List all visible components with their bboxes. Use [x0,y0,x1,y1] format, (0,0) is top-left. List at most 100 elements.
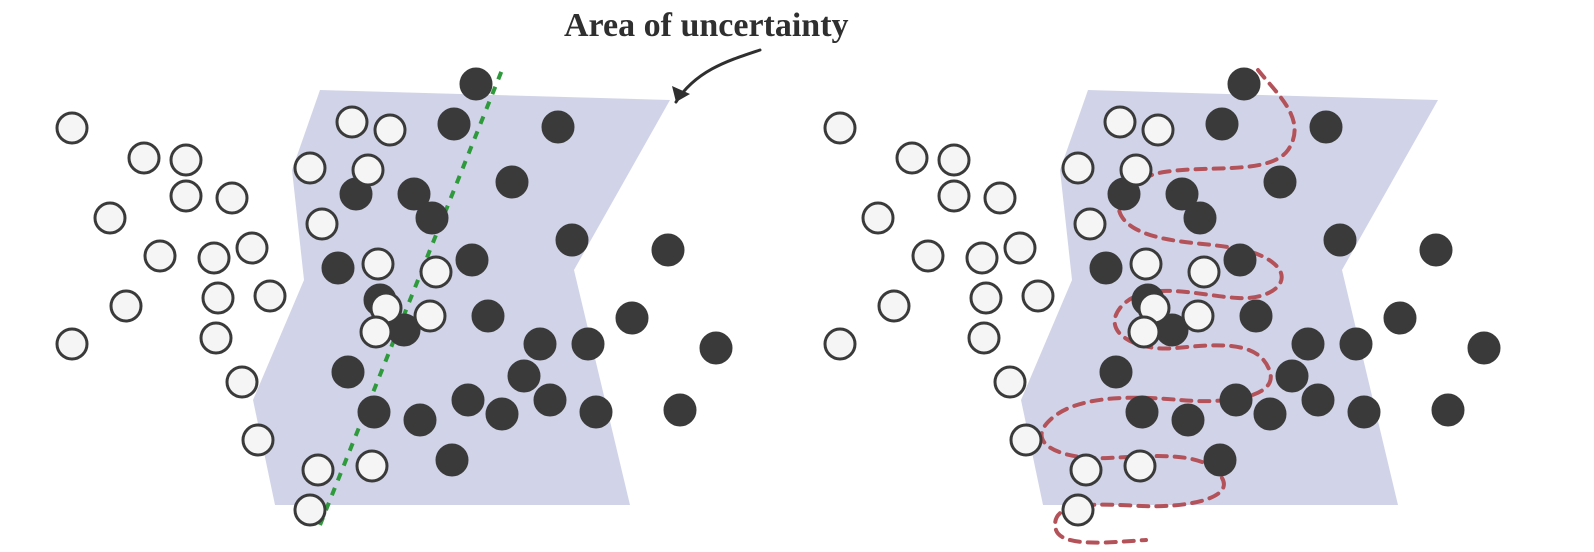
data-point-white [415,301,445,331]
data-point-white [939,145,969,175]
data-point-dark [1421,235,1451,265]
data-point-dark [461,69,491,99]
data-point-white [825,329,855,359]
data-point-white [227,367,257,397]
data-point-dark [1265,167,1295,197]
data-point-dark [1241,301,1271,331]
data-point-white [171,145,201,175]
data-point-dark [573,329,603,359]
data-point-white [1063,495,1093,525]
data-point-white [199,243,229,273]
data-point-dark [1185,203,1215,233]
data-point-dark [543,112,573,142]
data-point-dark [405,405,435,435]
data-point-dark [487,399,517,429]
figure-svg: Area of uncertainty [0,0,1594,552]
data-point-white [217,183,247,213]
data-point-white [129,143,159,173]
data-point-white [1189,257,1219,287]
data-point-white [357,451,387,481]
data-point-dark [497,167,527,197]
data-point-dark [323,253,353,283]
data-point-white [897,143,927,173]
data-point-white [237,233,267,263]
data-point-white [1075,209,1105,239]
data-point-dark [525,329,555,359]
data-point-dark [1091,253,1121,283]
annotation-label: Area of uncertainty [564,7,849,44]
data-point-white [145,241,175,271]
data-point-white [1023,281,1053,311]
data-point-dark [509,361,539,391]
data-point-dark [1101,357,1131,387]
data-point-dark [359,397,389,427]
data-point-white [111,291,141,321]
data-point-dark [1311,112,1341,142]
panel [57,69,731,525]
data-point-dark [1341,329,1371,359]
data-point-dark [665,395,695,425]
data-point-dark [535,385,565,415]
data-point-dark [1277,361,1307,391]
data-point-white [1183,301,1213,331]
data-point-white [303,455,333,485]
data-point-dark [453,385,483,415]
data-point-dark [701,333,731,363]
data-point-white [361,317,391,347]
data-point-dark [1207,109,1237,139]
data-point-white [363,249,393,279]
data-point-dark [581,397,611,427]
data-point-white [307,209,337,239]
data-point-dark [1325,225,1355,255]
data-point-white [375,115,405,145]
data-point-dark [1385,303,1415,333]
data-point-white [57,113,87,143]
data-point-dark [417,203,447,233]
data-point-dark [473,301,503,331]
classification-figure: Area of uncertainty [0,0,1594,552]
data-point-white [95,203,125,233]
data-point-white [995,367,1025,397]
data-point-dark [1349,397,1379,427]
data-point-white [1063,153,1093,183]
data-point-white [201,323,231,353]
data-point-white [879,291,909,321]
data-point-white [1129,317,1159,347]
data-point-dark [1173,405,1203,435]
data-point-white [295,495,325,525]
data-point-white [337,107,367,137]
data-point-white [967,243,997,273]
data-point-dark [1469,333,1499,363]
data-point-white [1121,155,1151,185]
data-point-dark [437,445,467,475]
data-point-white [421,257,451,287]
data-point-dark [1127,397,1157,427]
data-point-white [971,283,1001,313]
data-point-white [295,153,325,183]
data-point-white [985,183,1015,213]
data-point-dark [1303,385,1333,415]
data-point-dark [557,225,587,255]
data-point-dark [1225,245,1255,275]
data-point-dark [1293,329,1323,359]
data-point-white [1005,233,1035,263]
data-point-dark [653,235,683,265]
uncertainty-region [253,90,670,505]
data-point-dark [333,357,363,387]
data-point-dark [1255,399,1285,429]
data-point-white [255,281,285,311]
data-point-white [353,155,383,185]
panel [825,69,1499,543]
data-point-white [1131,249,1161,279]
data-point-white [1011,425,1041,455]
data-point-white [913,241,943,271]
data-point-dark [1221,385,1251,415]
data-point-white [1105,107,1135,137]
data-point-white [969,323,999,353]
data-point-white [1125,451,1155,481]
data-point-dark [1205,445,1235,475]
data-point-white [863,203,893,233]
data-point-dark [617,303,647,333]
data-point-white [57,329,87,359]
data-point-white [825,113,855,143]
